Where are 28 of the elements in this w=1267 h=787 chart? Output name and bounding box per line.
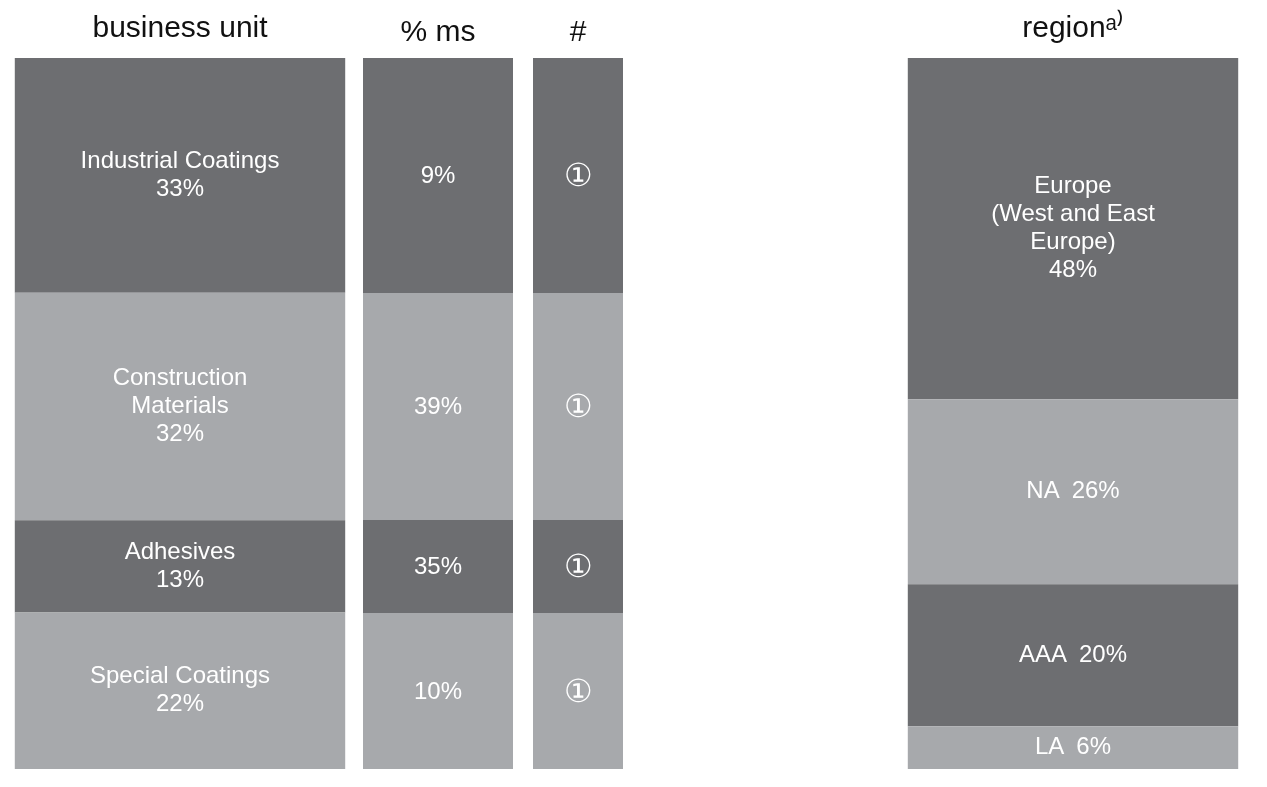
annotation: ① — [563, 387, 593, 426]
data-label: LA 6% — [1034, 732, 1112, 760]
shaded-block: ① — [533, 58, 623, 293]
data-label: Industrial Coatings 33% — [80, 145, 280, 201]
data-label: NA 26% — [1026, 476, 1120, 504]
shaded-block: 39% — [363, 292, 513, 521]
shaded-block: ① — [533, 520, 623, 613]
shaded-block: 35% — [363, 520, 513, 613]
x-tick-label: regionᵃ⁾ — [1022, 9, 1124, 44]
text: % ms — [399, 13, 477, 49]
annotation: ① — [563, 671, 593, 710]
shaded-block: ① — [533, 292, 623, 521]
data-label: Construction Materials 32% — [112, 363, 248, 447]
annotation: 10% — [413, 676, 463, 705]
data-label: Europe (West and East Europe) 48% — [991, 171, 1156, 283]
annotation: ① — [563, 156, 593, 195]
annotation: 35% — [413, 552, 463, 581]
shaded-block: 9% — [363, 58, 513, 293]
data-label: AAA 20% — [1018, 639, 1128, 667]
data-label: Adhesives 13% — [124, 536, 236, 592]
x-tick-label: business unit — [92, 10, 269, 44]
data-label: Special Coatings 22% — [89, 661, 271, 717]
annotation: ① — [563, 547, 593, 586]
annotation: 39% — [413, 392, 463, 421]
shaded-block: 10% — [363, 612, 513, 769]
text: # — [568, 13, 588, 49]
shaded-block: ① — [533, 612, 623, 769]
annotation: 9% — [420, 161, 456, 190]
